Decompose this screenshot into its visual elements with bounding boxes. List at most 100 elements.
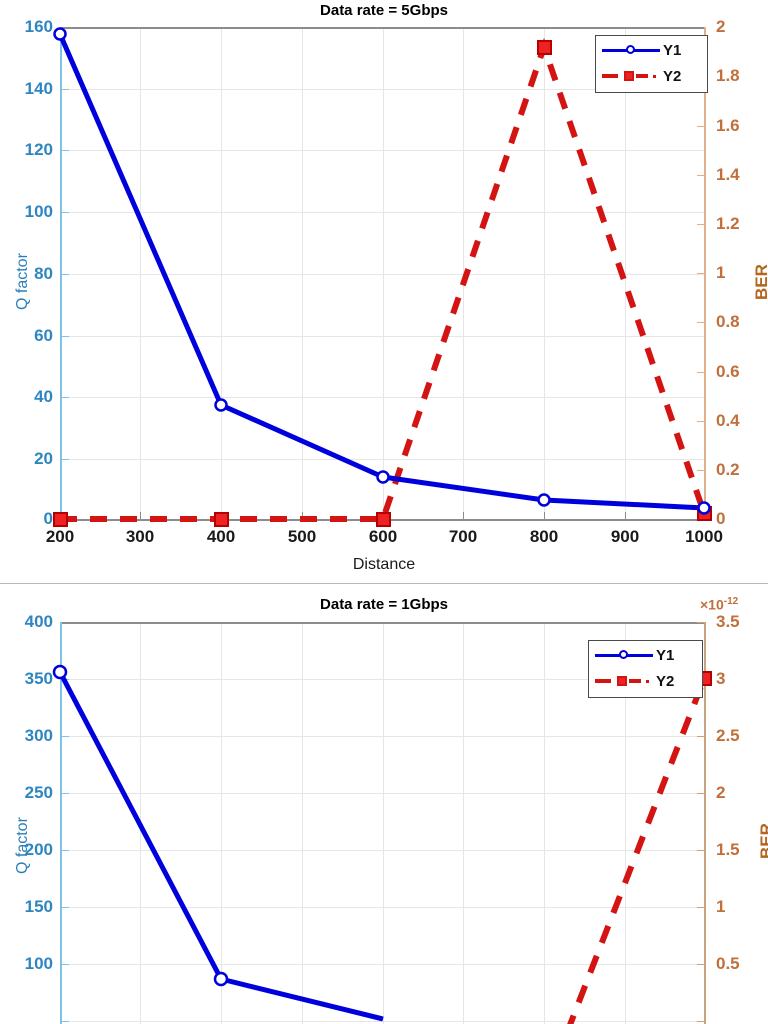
gridline-h bbox=[60, 736, 706, 737]
tick-y-right bbox=[697, 273, 704, 274]
ytick-label-left: 120 bbox=[24, 140, 53, 159]
ytick-label-right: 1 bbox=[716, 897, 726, 916]
chart-title-1gbps: Data rate = 1Gbps bbox=[320, 596, 448, 613]
tick-y-left bbox=[62, 964, 69, 965]
gridline-h bbox=[60, 212, 706, 213]
xaxis-title-5gbps: Distance bbox=[352, 556, 416, 573]
yaxis-title-left-5gbps: Q factor bbox=[14, 253, 31, 310]
xtick-label: 600 bbox=[368, 527, 398, 546]
legend-label-y1: Y1 bbox=[663, 41, 682, 59]
ytick-label-left: 250 bbox=[24, 783, 53, 802]
series-line-y1 bbox=[57, 670, 384, 1022]
tick-y-right bbox=[697, 470, 704, 471]
ytick-label-left: 200 bbox=[24, 840, 53, 859]
tick-y-right bbox=[697, 622, 704, 623]
yaxis-title-right-1gbps: BER bbox=[757, 823, 768, 859]
tick-y-right bbox=[697, 907, 704, 908]
gridline-v bbox=[383, 622, 384, 1024]
tick-y-right bbox=[697, 964, 704, 965]
exponent-value: -12 bbox=[723, 596, 739, 607]
series-line-y2 bbox=[567, 677, 707, 1024]
tick-y-right bbox=[697, 736, 704, 737]
marker-y2 bbox=[53, 512, 68, 527]
marker-y2 bbox=[376, 512, 391, 527]
marker-y2 bbox=[537, 40, 552, 55]
legend-1gbps[interactable]: Y1 Y2 bbox=[588, 640, 703, 698]
legend-swatch-y2-icon bbox=[602, 67, 660, 85]
gridline-h bbox=[60, 1021, 706, 1022]
tick-x bbox=[544, 512, 545, 519]
legend-entry-y2[interactable]: Y2 bbox=[595, 671, 674, 691]
legend-entry-y1[interactable]: Y1 bbox=[602, 40, 681, 60]
ytick-label-right: 1.8 bbox=[716, 66, 740, 85]
ytick-label-right: 1.5 bbox=[716, 840, 740, 859]
tick-y-left bbox=[62, 150, 69, 151]
gridline-h bbox=[60, 850, 706, 851]
legend-entry-y2[interactable]: Y2 bbox=[602, 66, 681, 86]
ytick-label-right: 3 bbox=[716, 669, 726, 688]
marker-y1 bbox=[697, 501, 711, 515]
legend-label-y2: Y2 bbox=[663, 67, 682, 85]
marker-y1 bbox=[52, 664, 68, 680]
gridline-v bbox=[221, 622, 222, 1024]
ytick-label-right: 2.5 bbox=[716, 726, 740, 745]
plot-area-5gbps: Y1 Y2 bbox=[53, 27, 712, 527]
legend-swatch-y1-icon bbox=[602, 41, 660, 59]
legend-5gbps[interactable]: Y1 Y2 bbox=[595, 35, 708, 93]
ytick-label-right: 1.4 bbox=[716, 165, 740, 184]
legend-entry-y1[interactable]: Y1 bbox=[595, 645, 674, 665]
axis-line-left bbox=[60, 622, 62, 1024]
ytick-label-right: 2 bbox=[716, 783, 726, 802]
ytick-label-left: 100 bbox=[24, 954, 53, 973]
yaxis-title-right-5gbps: BER bbox=[752, 264, 768, 300]
tick-y-left bbox=[62, 89, 69, 90]
ytick-label-left: 400 bbox=[24, 612, 53, 631]
axis-line-right bbox=[704, 622, 706, 1024]
legend-swatch-y1-icon bbox=[595, 646, 653, 664]
tick-y-right bbox=[697, 126, 704, 127]
xtick-label: 800 bbox=[529, 527, 559, 546]
gridline-h bbox=[60, 907, 706, 908]
tick-y-left bbox=[62, 212, 69, 213]
tick-y-right bbox=[697, 372, 704, 373]
ytick-label-right: 1.2 bbox=[716, 214, 740, 233]
gridline-h bbox=[60, 336, 706, 337]
ytick-label-left: 0 bbox=[43, 509, 53, 528]
tick-x bbox=[140, 512, 141, 519]
marker-y1 bbox=[537, 493, 551, 507]
xtick-label: 400 bbox=[206, 527, 236, 546]
exponent-prefix: ×10 bbox=[700, 596, 724, 613]
tick-y-right bbox=[697, 1021, 704, 1022]
gridline-h bbox=[60, 274, 706, 275]
legend-label-y1: Y1 bbox=[656, 646, 675, 664]
legend-label-y2: Y2 bbox=[656, 672, 675, 690]
ytick-label-right: 2 bbox=[716, 17, 726, 36]
chart-title-5gbps: Data rate = 5Gbps bbox=[320, 2, 448, 19]
gridline-h bbox=[60, 793, 706, 794]
gridline-h bbox=[60, 150, 706, 151]
series-line-y2 bbox=[60, 37, 707, 522]
marker-y1 bbox=[214, 398, 228, 412]
yaxis-title-left-1gbps: Q factor bbox=[14, 817, 31, 874]
axis-line-top bbox=[60, 27, 706, 29]
ytick-label-left: 140 bbox=[24, 79, 53, 98]
ytick-label-right: 1.6 bbox=[716, 116, 740, 135]
series-lines-1gbps bbox=[52, 664, 712, 1024]
plot-area-1gbps: Y1 Y2 bbox=[52, 622, 712, 1024]
ytick-label-left: 150 bbox=[24, 897, 53, 916]
gridline-h bbox=[60, 679, 706, 680]
ytick-label-left: 40 bbox=[34, 387, 53, 406]
ytick-label-right: 0.5 bbox=[716, 954, 740, 973]
ytick-label-right: 0.2 bbox=[716, 460, 740, 479]
gridline-v bbox=[625, 622, 626, 1024]
tick-y-left bbox=[62, 397, 69, 398]
tick-y-left bbox=[62, 736, 69, 737]
xtick-label: 300 bbox=[125, 527, 155, 546]
tick-x bbox=[625, 512, 626, 519]
legend-swatch-y2-icon bbox=[595, 672, 653, 690]
tick-y-right bbox=[697, 793, 704, 794]
panel-divider bbox=[0, 583, 768, 584]
series-lines-5gbps bbox=[53, 27, 712, 527]
gridline-h bbox=[60, 397, 706, 398]
